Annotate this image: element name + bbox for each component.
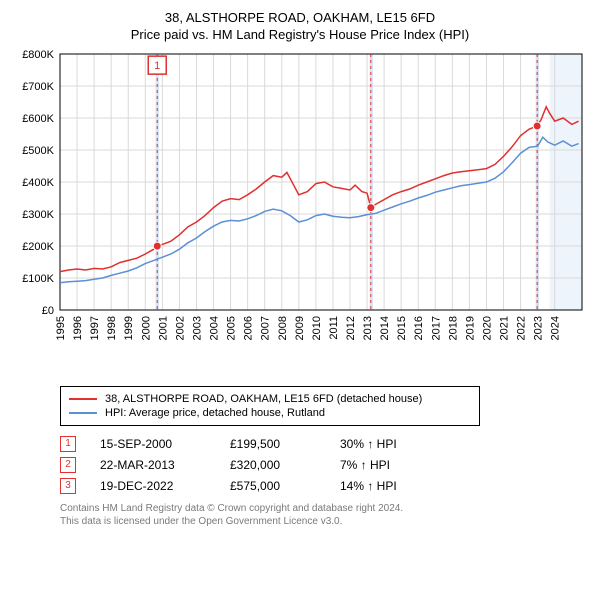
chart-container: 38, ALSTHORPE ROAD, OAKHAM, LE15 6FD Pri… xyxy=(0,0,600,536)
svg-text:1998: 1998 xyxy=(106,316,118,340)
svg-text:2023: 2023 xyxy=(533,316,545,340)
svg-text:2005: 2005 xyxy=(226,316,238,340)
sale-price: £575,000 xyxy=(230,479,340,493)
svg-text:2008: 2008 xyxy=(277,316,289,340)
svg-text:2003: 2003 xyxy=(191,316,203,340)
chart-subtitle: Price paid vs. HM Land Registry's House … xyxy=(12,27,588,44)
legend-item-property: 38, ALSTHORPE ROAD, OAKHAM, LE15 6FD (de… xyxy=(69,393,471,405)
svg-text:1996: 1996 xyxy=(72,316,84,340)
svg-text:2017: 2017 xyxy=(430,316,442,340)
footer-attribution: Contains HM Land Registry data © Crown c… xyxy=(60,502,588,528)
legend-label-property: 38, ALSTHORPE ROAD, OAKHAM, LE15 6FD (de… xyxy=(105,393,422,405)
sale-row: 3 19-DEC-2022 £575,000 14% ↑ HPI xyxy=(60,478,588,494)
footer-line-1: Contains HM Land Registry data © Crown c… xyxy=(60,502,588,515)
sale-date: 19-DEC-2022 xyxy=(100,479,230,493)
sale-row: 1 15-SEP-2000 £199,500 30% ↑ HPI xyxy=(60,436,588,452)
sale-price: £199,500 xyxy=(230,437,340,451)
sale-marker-icon: 1 xyxy=(60,436,76,452)
svg-text:1997: 1997 xyxy=(89,316,101,340)
svg-text:2004: 2004 xyxy=(209,316,221,340)
footer-line-2: This data is licensed under the Open Gov… xyxy=(60,515,588,528)
chart-title: 38, ALSTHORPE ROAD, OAKHAM, LE15 6FD xyxy=(12,10,588,27)
svg-text:£100K: £100K xyxy=(22,273,54,285)
svg-text:2018: 2018 xyxy=(447,316,459,340)
svg-text:2007: 2007 xyxy=(260,316,272,340)
svg-text:2002: 2002 xyxy=(174,316,186,340)
chart-plot-area: £0 £100K £200K £300K £400K £500K £600K £700K £80… xyxy=(12,50,588,380)
svg-text:£200K: £200K xyxy=(22,241,54,253)
svg-text:2013: 2013 xyxy=(362,316,374,340)
svg-text:1: 1 xyxy=(154,60,160,72)
legend-label-hpi: HPI: Average price, detached house, Rutl… xyxy=(105,407,325,419)
legend-item-hpi: HPI: Average price, detached house, Rutl… xyxy=(69,407,471,419)
sales-table: 1 15-SEP-2000 £199,500 30% ↑ HPI 2 22-MA… xyxy=(60,436,588,494)
svg-text:2021: 2021 xyxy=(499,316,511,340)
svg-text:2006: 2006 xyxy=(243,316,255,340)
svg-text:£800K: £800K xyxy=(22,50,54,61)
svg-text:2009: 2009 xyxy=(294,316,306,340)
svg-text:2010: 2010 xyxy=(311,316,323,340)
svg-text:1999: 1999 xyxy=(123,316,135,340)
svg-text:2012: 2012 xyxy=(345,316,357,340)
sale-date: 15-SEP-2000 xyxy=(100,437,230,451)
svg-text:2022: 2022 xyxy=(516,316,528,340)
legend-swatch-hpi xyxy=(69,412,97,414)
sale-change: 7% ↑ HPI xyxy=(340,458,390,472)
svg-text:2011: 2011 xyxy=(328,316,340,340)
svg-text:£500K: £500K xyxy=(22,145,54,157)
svg-text:£600K: £600K xyxy=(22,113,54,125)
sale-marker-icon: 3 xyxy=(60,478,76,494)
svg-text:£0: £0 xyxy=(42,305,54,317)
svg-text:£400K: £400K xyxy=(22,177,54,189)
sale-price: £320,000 xyxy=(230,458,340,472)
svg-text:2016: 2016 xyxy=(413,316,425,340)
line-chart-svg: £0 £100K £200K £300K £400K £500K £600K £700K £80… xyxy=(12,50,588,380)
svg-text:2024: 2024 xyxy=(550,316,562,340)
legend-swatch-property xyxy=(69,398,97,400)
svg-text:2001: 2001 xyxy=(157,316,169,340)
svg-text:£300K: £300K xyxy=(22,209,54,221)
sale-change: 14% ↑ HPI xyxy=(340,479,397,493)
legend: 38, ALSTHORPE ROAD, OAKHAM, LE15 6FD (de… xyxy=(60,386,480,426)
svg-text:£700K: £700K xyxy=(22,81,54,93)
svg-text:2015: 2015 xyxy=(396,316,408,340)
svg-text:2014: 2014 xyxy=(379,316,391,340)
sale-marker-icon: 2 xyxy=(60,457,76,473)
svg-text:2020: 2020 xyxy=(481,316,493,340)
sale-change: 30% ↑ HPI xyxy=(340,437,397,451)
sale-row: 2 22-MAR-2013 £320,000 7% ↑ HPI xyxy=(60,457,588,473)
svg-text:2019: 2019 xyxy=(464,316,476,340)
sale-date: 22-MAR-2013 xyxy=(100,458,230,472)
svg-text:1995: 1995 xyxy=(55,316,67,340)
svg-text:2000: 2000 xyxy=(140,316,152,340)
